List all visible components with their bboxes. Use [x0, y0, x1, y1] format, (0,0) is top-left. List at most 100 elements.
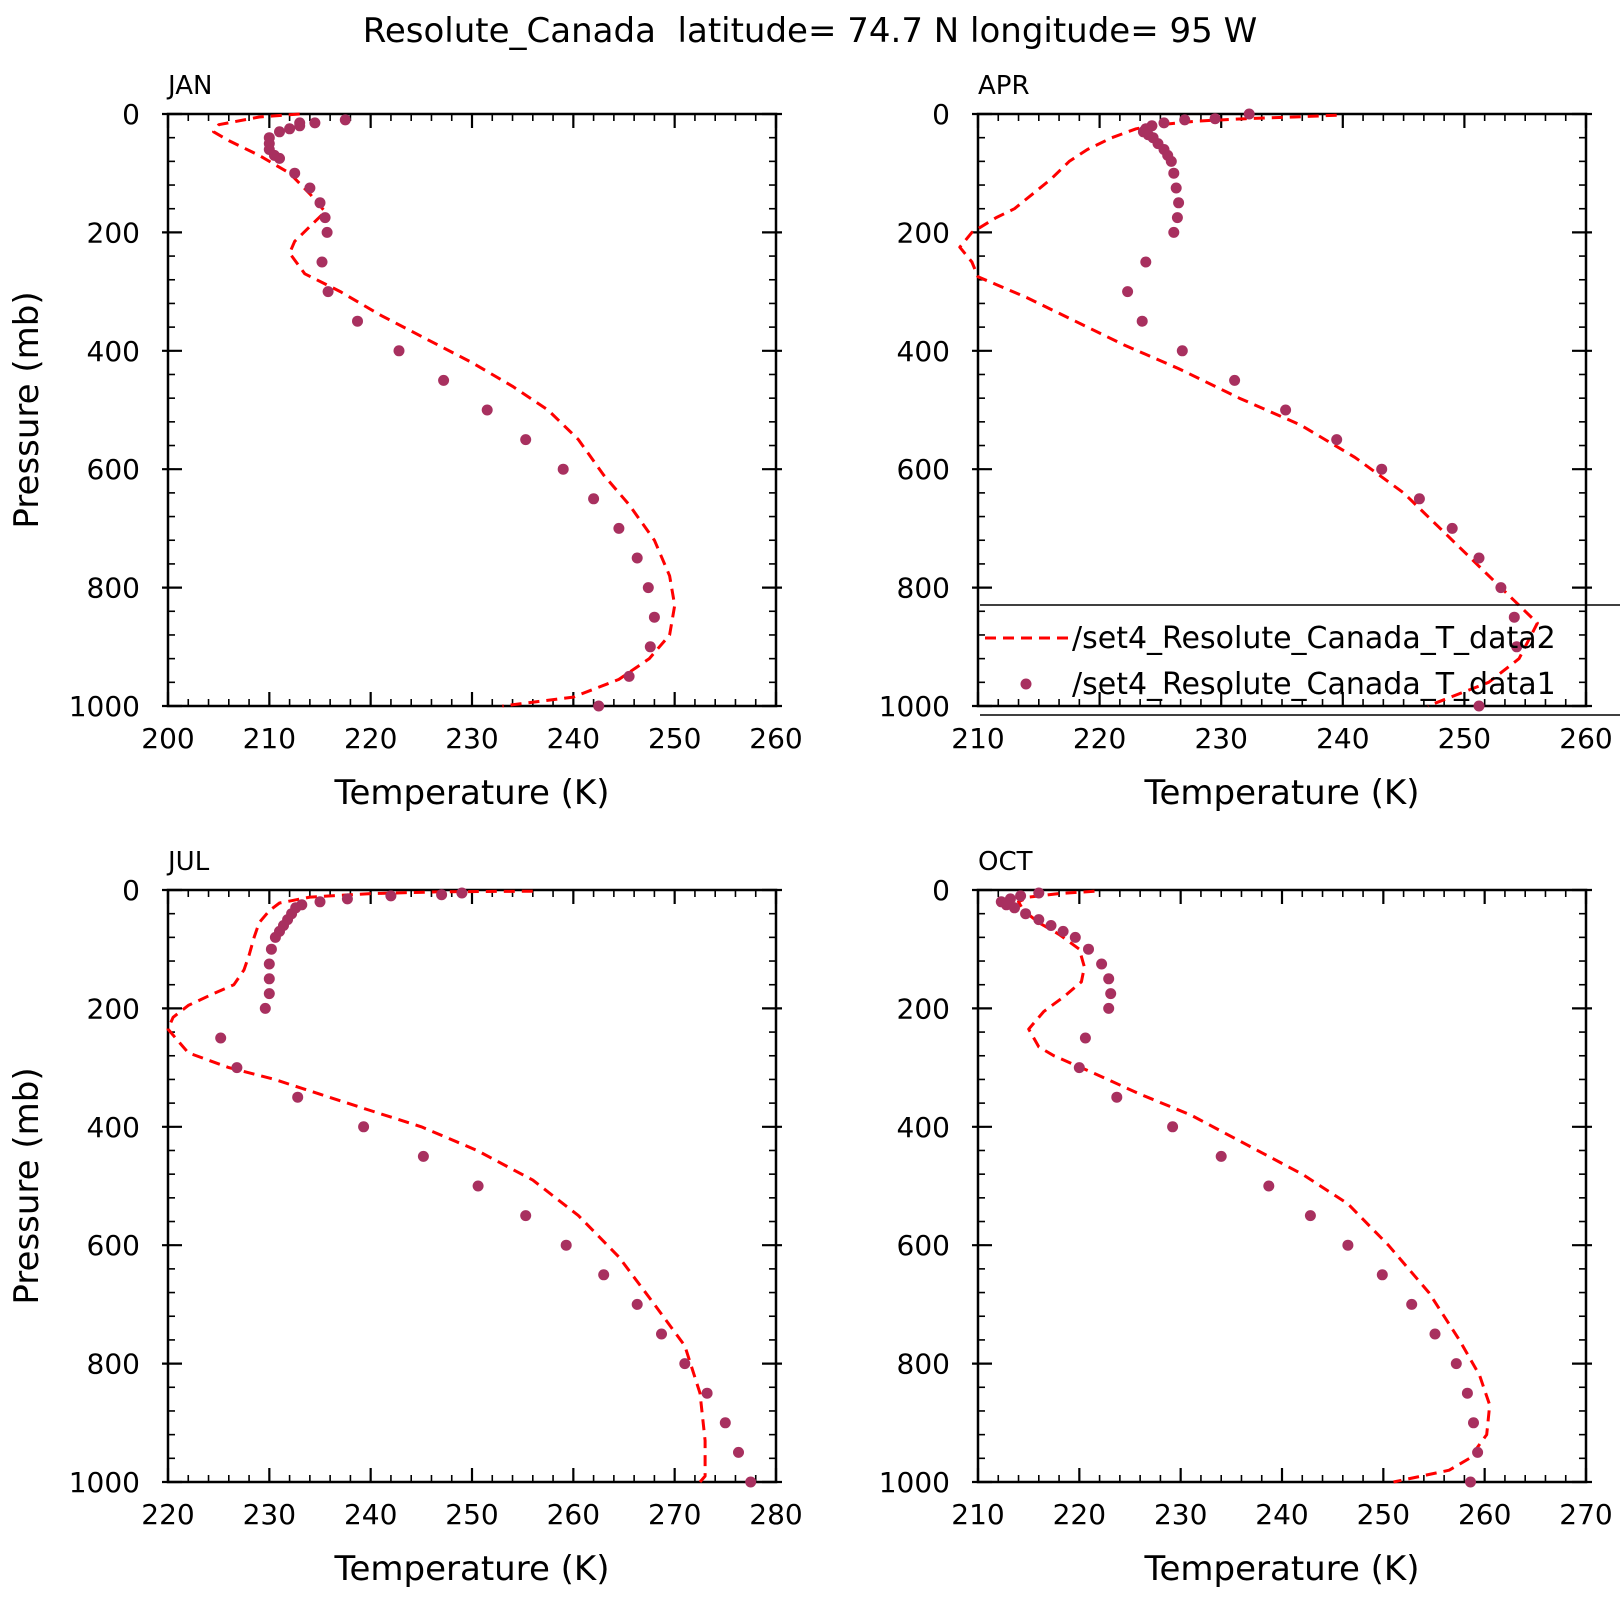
- legend: /set4_Resolute_Canada_T_data2 /set4_Reso…: [980, 604, 1620, 716]
- obs-point: [1136, 315, 1148, 327]
- obs-point: [438, 374, 450, 386]
- obs-point: [1508, 611, 1520, 623]
- x-tick-label: 250: [1438, 722, 1491, 755]
- obs-point: [1472, 1446, 1484, 1458]
- y-tick-label: 200: [87, 216, 140, 249]
- obs-point: [1511, 641, 1523, 653]
- x-axis-title: Temperature (K): [1143, 1549, 1419, 1589]
- obs-point: [613, 522, 625, 534]
- obs-point: [1122, 286, 1134, 298]
- legend-dot-label: /set4_Resolute_Canada_T_data1: [1072, 667, 1556, 702]
- x-tick-label: 250: [648, 722, 701, 755]
- obs-point: [472, 1180, 484, 1192]
- obs-point: [1229, 374, 1241, 386]
- obs-point: [292, 1091, 304, 1103]
- obs-point: [1413, 493, 1425, 505]
- obs-point: [1461, 1387, 1473, 1399]
- obs-point: [274, 152, 285, 164]
- obs-point: [719, 1417, 731, 1429]
- obs-point: [294, 120, 306, 132]
- x-tick-label: 220: [344, 722, 397, 755]
- x-tick-label: 260: [1559, 722, 1612, 755]
- x-tick-label: 240: [547, 722, 600, 755]
- obs-point: [631, 552, 643, 564]
- y-tick-label: 800: [87, 1348, 140, 1381]
- obs-point: [1009, 902, 1020, 914]
- x-tick-label: 240: [344, 1498, 397, 1531]
- obs-point: [259, 1002, 271, 1014]
- obs-point: [385, 890, 397, 902]
- panel-jul: 220 230 240 250 260 270 280 0 200 400 600 800 1000 JU…: [7, 847, 803, 1589]
- obs-point: [1304, 1210, 1316, 1222]
- obs-point: [358, 1121, 370, 1133]
- obs-point: [215, 1032, 227, 1044]
- obs-point: [520, 434, 532, 446]
- obs-point: [1209, 113, 1221, 125]
- y-tick-label: 1000: [69, 1466, 140, 1499]
- x-tick-label: 230: [445, 722, 498, 755]
- obs-point: [339, 114, 351, 126]
- obs-point: [1342, 1239, 1354, 1251]
- plot-frame: [166, 112, 778, 708]
- obs-point: [316, 256, 328, 268]
- y-tick-label: 200: [897, 216, 950, 249]
- obs-point: [745, 1476, 757, 1488]
- obs-point: [231, 1062, 243, 1074]
- obs-point: [1105, 988, 1117, 1000]
- y-tick-label: 1000: [879, 1466, 950, 1499]
- y-tick-label: 400: [87, 1111, 140, 1144]
- y-tick-label: 1000: [69, 690, 140, 723]
- obs-point: [733, 1446, 744, 1458]
- x-tick-label: 250: [445, 1498, 498, 1531]
- obs-point: [1079, 1032, 1091, 1044]
- obs-point: [269, 931, 281, 943]
- y-tick-label: 800: [897, 572, 950, 605]
- y-tick-label: 1000: [879, 690, 950, 723]
- x-axis-title: Temperature (K): [333, 1549, 609, 1589]
- x-tick-label: 220: [1053, 1498, 1106, 1531]
- obs-point: [1179, 114, 1191, 126]
- x-tick-label: 210: [951, 1498, 1004, 1531]
- model-profile-line: [958, 113, 1539, 708]
- y-tick-label: 200: [87, 992, 140, 1025]
- plot-data: [995, 887, 1492, 1488]
- obs-point: [520, 1210, 532, 1222]
- obs-point: [644, 641, 656, 653]
- model-profile-line: [166, 889, 707, 1483]
- plot-data: [212, 112, 677, 712]
- obs-point: [1495, 582, 1507, 594]
- obs-point: [1015, 890, 1027, 902]
- x-tick-label: 250: [1357, 1498, 1410, 1531]
- obs-point: [560, 1239, 572, 1251]
- obs-point: [274, 126, 285, 138]
- plot-data: [166, 887, 757, 1488]
- obs-point: [352, 315, 363, 327]
- obs-point: [322, 286, 334, 298]
- model-profile-line: [212, 112, 677, 708]
- plot-data: [958, 108, 1539, 712]
- panel-title: JAN: [166, 71, 212, 101]
- obs-point: [284, 123, 296, 135]
- obs-point: [593, 700, 605, 712]
- obs-point: [1140, 256, 1152, 268]
- y-tick-label: 600: [87, 1229, 140, 1262]
- obs-point: [263, 988, 275, 1000]
- obs-point: [1045, 920, 1057, 931]
- obs-point: [1069, 931, 1081, 943]
- obs-point: [1057, 925, 1069, 937]
- obs-point: [679, 1358, 691, 1370]
- obs-point: [1171, 212, 1183, 224]
- obs-point: [1473, 700, 1485, 712]
- obs-point: [1376, 1269, 1388, 1281]
- x-tick-label: 200: [141, 722, 194, 755]
- obs-point: [588, 493, 600, 505]
- panel-title: OCT: [978, 847, 1033, 877]
- y-tick-label: 600: [897, 1229, 950, 1262]
- obs-point: [1473, 552, 1485, 564]
- obs-point: [1165, 155, 1177, 167]
- obs-point: [1111, 1091, 1123, 1103]
- obs-point: [631, 1298, 643, 1310]
- obs-point: [309, 117, 321, 129]
- obs-point: [1331, 434, 1343, 446]
